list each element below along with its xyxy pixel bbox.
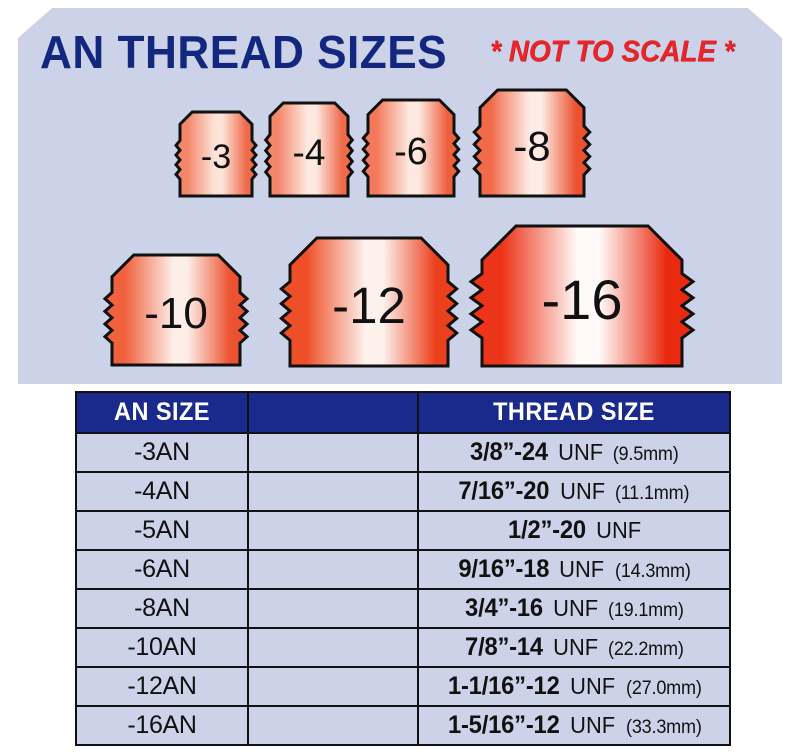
thread-metric: (22.2mm) xyxy=(607,639,684,660)
an-fitting-dash8: -8 xyxy=(471,86,593,200)
table-row: -16AN 1-5/16”-12 UNF (33.3mm) xyxy=(75,705,731,746)
cell-thread-size: 7/16”-20 UNF (11.1mm) xyxy=(417,471,731,512)
an-fitting-label: -10 xyxy=(144,289,208,338)
thread-size-value: 1/2”-20 UNF xyxy=(419,518,729,543)
thread-fraction: 7/8”-14 xyxy=(464,633,543,661)
thread-size-value: 7/8”-14 UNF (22.2mm) xyxy=(419,635,729,660)
thread-fraction: 3/8”-24 xyxy=(469,438,548,466)
table-header-row: AN SIZE THREAD SIZE xyxy=(75,391,731,434)
thread-fraction: 1/2”-20 xyxy=(507,516,586,544)
an-size-value: -8AN xyxy=(134,594,190,622)
thread-size-value: 1-5/16”-12 UNF (33.3mm) xyxy=(419,713,729,738)
thread-size-value: 3/8”-24 UNF (9.5mm) xyxy=(419,440,729,465)
thread-size-value: 1-1/16”-12 UNF (27.0mm) xyxy=(419,674,729,699)
thread-metric: (14.3mm) xyxy=(614,561,691,582)
an-size-value: -10AN xyxy=(127,633,197,661)
cell-spacer xyxy=(247,471,419,512)
table-row: -3AN 3/8”-24 UNF (9.5mm) xyxy=(75,432,731,473)
an-fitting-dash4: -4 xyxy=(261,99,357,200)
table-row: -5AN 1/2”-20 UNF xyxy=(75,510,731,551)
cell-an-size: -10AN xyxy=(75,627,249,668)
thread-fraction: 1-1/16”-12 xyxy=(447,672,560,700)
cell-an-size: -4AN xyxy=(75,471,249,512)
an-fitting-dash12: -12 xyxy=(278,234,460,370)
an-size-value: -12AN xyxy=(127,672,197,700)
cell-spacer xyxy=(247,627,419,668)
cell-an-size: -16AN xyxy=(75,705,249,746)
column-header-spacer xyxy=(247,391,419,434)
cell-spacer xyxy=(247,666,419,707)
column-header-an-size-label: AN SIZE xyxy=(114,398,210,426)
an-size-value: -5AN xyxy=(134,516,190,544)
an-fitting-label: -12 xyxy=(332,277,406,334)
thread-fraction: 3/4”-16 xyxy=(464,594,543,622)
an-fitting-dash16: -16 xyxy=(468,222,696,370)
thread-size-value: 7/16”-20 UNF (11.1mm) xyxy=(419,479,729,504)
column-header-thread-size: THREAD SIZE xyxy=(417,391,731,434)
thread-fraction: 9/16”-18 xyxy=(458,555,549,583)
thread-metric: (33.3mm) xyxy=(625,717,702,738)
cell-spacer xyxy=(247,510,419,551)
column-header-thread-size-label: THREAD SIZE xyxy=(493,398,655,426)
an-size-value: -6AN xyxy=(134,555,190,583)
thread-metric: (19.1mm) xyxy=(607,600,684,621)
column-header-an-size: AN SIZE xyxy=(75,391,249,434)
thread-metric: (27.0mm) xyxy=(625,678,702,699)
thread-size-table-wrap: AN SIZE THREAD SIZE -3AN 3/8”-24 UNF (9.5mm… xyxy=(75,391,731,746)
cell-spacer xyxy=(247,549,419,590)
cell-thread-size: 1-5/16”-12 UNF (33.3mm) xyxy=(417,705,731,746)
not-to-scale-note: * NOT TO SCALE * xyxy=(490,35,735,68)
cell-an-size: -12AN xyxy=(75,666,249,707)
thread-standard: UNF xyxy=(552,595,598,621)
cell-an-size: -6AN xyxy=(75,549,249,590)
cell-an-size: -3AN xyxy=(75,432,249,473)
table-row: -12AN 1-1/16”-12 UNF (27.0mm) xyxy=(75,666,731,707)
thread-metric: (11.1mm) xyxy=(615,483,690,504)
table-row: -6AN 9/16”-18 UNF (14.3mm) xyxy=(75,549,731,590)
thread-size-value: 3/4”-16 UNF (19.1mm) xyxy=(419,596,729,621)
cell-spacer xyxy=(247,432,419,473)
an-fitting-label: -6 xyxy=(394,131,428,173)
thread-standard: UNF xyxy=(570,673,616,699)
thread-standard: UNF xyxy=(552,634,598,660)
table-header: AN SIZE THREAD SIZE xyxy=(75,391,731,434)
an-size-value: -16AN xyxy=(127,711,197,739)
thread-size-table: AN SIZE THREAD SIZE -3AN 3/8”-24 UNF (9.5mm… xyxy=(75,391,731,746)
cell-thread-size: 3/4”-16 UNF (19.1mm) xyxy=(417,588,731,629)
an-size-value: -4AN xyxy=(134,477,190,505)
an-fitting-dash3: -3 xyxy=(171,108,261,200)
an-fitting-label: -8 xyxy=(513,122,550,169)
an-fitting-label: -3 xyxy=(201,138,231,176)
thread-standard: UNF xyxy=(557,439,603,465)
cell-thread-size: 9/16”-18 UNF (14.3mm) xyxy=(417,549,731,590)
table-body: -3AN 3/8”-24 UNF (9.5mm) -4AN 7/16”-20 UNF (11.… xyxy=(75,432,731,746)
cell-thread-size: 1/2”-20 UNF xyxy=(417,510,731,551)
cell-thread-size: 7/8”-14 UNF (22.2mm) xyxy=(417,627,731,668)
an-fitting-label: -16 xyxy=(542,268,623,331)
thread-standard: UNF xyxy=(570,712,616,738)
cell-spacer xyxy=(247,705,419,746)
thread-fraction: 1-5/16”-12 xyxy=(447,711,560,739)
page-title: AN THREAD SIZES xyxy=(40,26,448,78)
cell-an-size: -5AN xyxy=(75,510,249,551)
thread-size-value: 9/16”-18 UNF (14.3mm) xyxy=(419,557,729,582)
thread-standard: UNF xyxy=(559,556,605,582)
thread-fraction: 7/16”-20 xyxy=(458,477,550,505)
table-row: -10AN 7/8”-14 UNF (22.2mm) xyxy=(75,627,731,668)
thread-metric: (9.5mm) xyxy=(612,444,679,465)
cell-thread-size: 1-1/16”-12 UNF (27.0mm) xyxy=(417,666,731,707)
title-row: AN THREAD SIZES * NOT TO SCALE * xyxy=(40,22,780,82)
an-fitting-dash10: -10 xyxy=(102,251,250,369)
thread-standard: UNF xyxy=(560,478,606,504)
cell-thread-size: 3/8”-24 UNF (9.5mm) xyxy=(417,432,731,473)
an-fitting-dash6: -6 xyxy=(359,96,463,200)
thread-standard: UNF xyxy=(596,517,641,543)
an-size-value: -3AN xyxy=(134,438,190,466)
cell-spacer xyxy=(247,588,419,629)
cell-an-size: -8AN xyxy=(75,588,249,629)
table-row: -8AN 3/4”-16 UNF (19.1mm) xyxy=(75,588,731,629)
an-fitting-label: -4 xyxy=(293,132,326,173)
table-row: -4AN 7/16”-20 UNF (11.1mm) xyxy=(75,471,731,512)
